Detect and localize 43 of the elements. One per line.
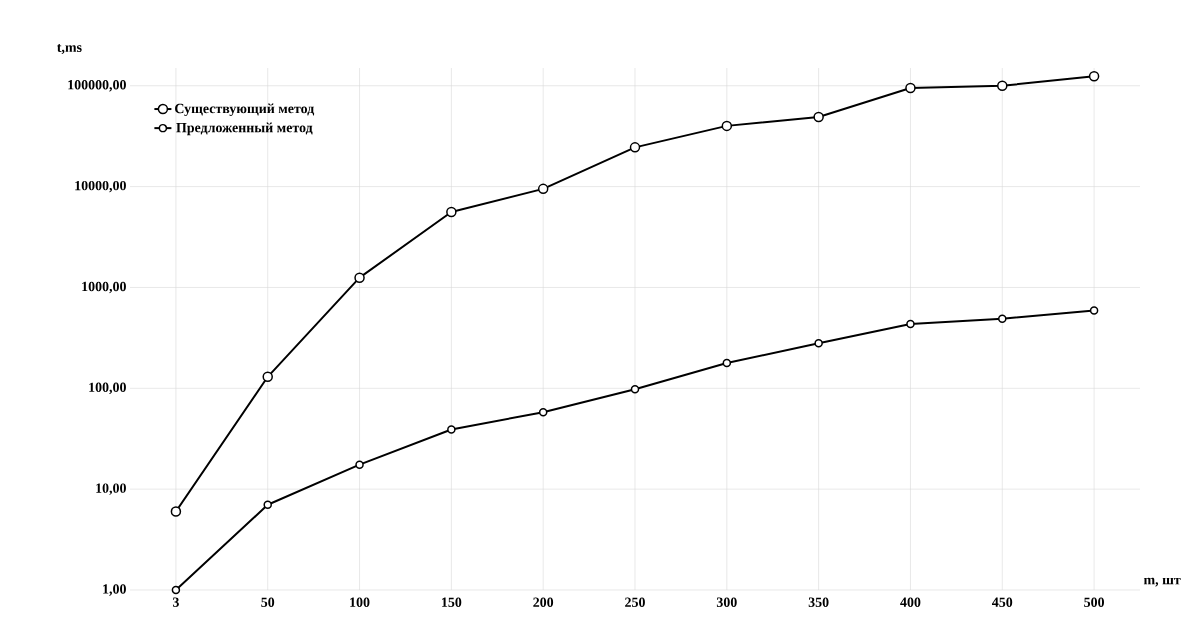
y-tick-label: 10,00 xyxy=(96,483,126,495)
point xyxy=(721,120,733,132)
x-tick-label: 50 xyxy=(261,597,275,607)
point xyxy=(630,384,640,394)
point xyxy=(629,142,641,153)
x-tick-label: 250 xyxy=(625,597,645,607)
point xyxy=(447,425,456,434)
legend-label: Существующий метод xyxy=(175,103,315,117)
point xyxy=(446,206,457,218)
point xyxy=(1089,306,1099,315)
point xyxy=(905,82,916,94)
x-tick-label: 500 xyxy=(1084,597,1105,607)
y-tick-label: 10000,00 xyxy=(75,180,126,193)
point xyxy=(722,358,732,368)
x-tick-label: 350 xyxy=(808,597,829,607)
y-tick-label: 1,00 xyxy=(103,584,126,596)
x-tick-label: 400 xyxy=(900,597,921,607)
point xyxy=(906,319,915,329)
y-tick-label: 100,00 xyxy=(89,382,126,395)
point xyxy=(813,111,824,123)
legend-label: Предложенный метод xyxy=(176,122,313,136)
y-tick-label: 100000,00 xyxy=(68,80,126,92)
point xyxy=(354,272,365,283)
x-tick-label: 300 xyxy=(716,597,737,607)
x-tick-label: 450 xyxy=(992,597,1013,607)
point xyxy=(262,371,273,383)
point xyxy=(355,460,364,469)
point xyxy=(170,506,182,517)
point xyxy=(537,183,549,195)
x-tick-label: 150 xyxy=(442,597,462,607)
x-tick-label: 3 xyxy=(172,597,179,607)
point xyxy=(171,585,181,595)
point xyxy=(814,338,823,348)
x-tick-label: 200 xyxy=(533,597,554,607)
point xyxy=(998,314,1007,323)
point xyxy=(1088,71,1100,82)
point xyxy=(263,500,272,510)
point xyxy=(997,80,1008,91)
x-axis-title: m, шт xyxy=(1143,577,1181,587)
x-tick-label: 100 xyxy=(350,597,370,607)
point xyxy=(538,407,548,417)
y-tick-label: 1000,00 xyxy=(82,281,126,294)
y-axis-title: t,ms xyxy=(57,44,82,55)
